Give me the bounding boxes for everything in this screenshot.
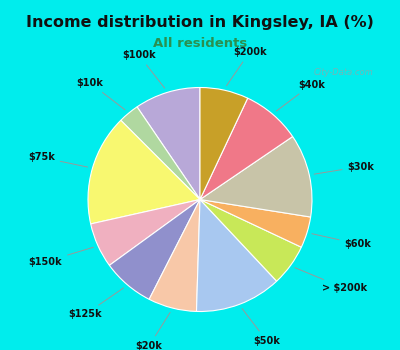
Wedge shape <box>149 199 200 312</box>
Wedge shape <box>137 88 200 200</box>
Text: $10k: $10k <box>77 78 125 110</box>
Wedge shape <box>91 199 200 265</box>
Text: $200k: $200k <box>226 47 267 86</box>
Text: $50k: $50k <box>242 309 280 346</box>
Wedge shape <box>200 199 301 281</box>
Text: Income distribution in Kingsley, IA (%): Income distribution in Kingsley, IA (%) <box>26 15 374 30</box>
Wedge shape <box>109 199 200 299</box>
Wedge shape <box>200 136 312 217</box>
Wedge shape <box>200 199 311 247</box>
Wedge shape <box>200 88 248 200</box>
Text: City-Data.com: City-Data.com <box>313 68 373 77</box>
Text: $150k: $150k <box>28 247 93 267</box>
Wedge shape <box>200 98 293 200</box>
Text: All residents: All residents <box>153 37 247 50</box>
Text: $40k: $40k <box>276 79 325 111</box>
Text: $125k: $125k <box>68 288 124 320</box>
Wedge shape <box>121 107 200 200</box>
Text: $100k: $100k <box>122 50 165 88</box>
Text: $75k: $75k <box>28 152 88 167</box>
Text: $60k: $60k <box>312 234 371 249</box>
Wedge shape <box>196 199 277 312</box>
Wedge shape <box>88 120 200 224</box>
Text: $30k: $30k <box>314 161 374 174</box>
Text: > $200k: > $200k <box>295 268 368 293</box>
Text: $20k: $20k <box>136 313 170 350</box>
